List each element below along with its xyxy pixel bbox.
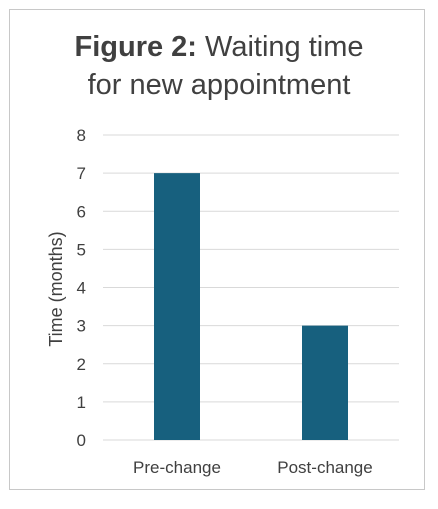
- bar-pre-change: [154, 173, 200, 440]
- y-tick-label: 4: [77, 279, 86, 298]
- x-tick-label: Pre-change: [133, 458, 221, 477]
- y-axis-ticks: 0 1 2 3 4 5 6 7 8: [77, 126, 86, 450]
- bars: [154, 173, 348, 440]
- chart-title-line2: for new appointment: [87, 69, 351, 101]
- chart-title-prefix: Figure 2:: [74, 31, 197, 63]
- y-tick-label: 6: [77, 202, 86, 221]
- y-tick-label: 2: [77, 355, 86, 374]
- bar-post-change: [302, 325, 348, 440]
- y-tick-label: 5: [77, 240, 86, 259]
- chart-title-text: Waiting time: [196, 31, 364, 63]
- gridlines: [103, 134, 399, 441]
- y-axis-label: Time (months): [46, 231, 66, 346]
- chart-title: Figure 2: Waiting time for new appointme…: [0, 28, 438, 104]
- x-tick-label: Post-change: [277, 458, 372, 477]
- y-tick-label: 3: [77, 317, 86, 336]
- y-tick-label: 1: [77, 393, 86, 412]
- x-axis-ticks: Pre-change Post-change: [133, 458, 373, 477]
- y-tick-label: 7: [77, 164, 86, 183]
- y-tick-label: 8: [77, 126, 86, 145]
- y-tick-label: 0: [77, 431, 86, 450]
